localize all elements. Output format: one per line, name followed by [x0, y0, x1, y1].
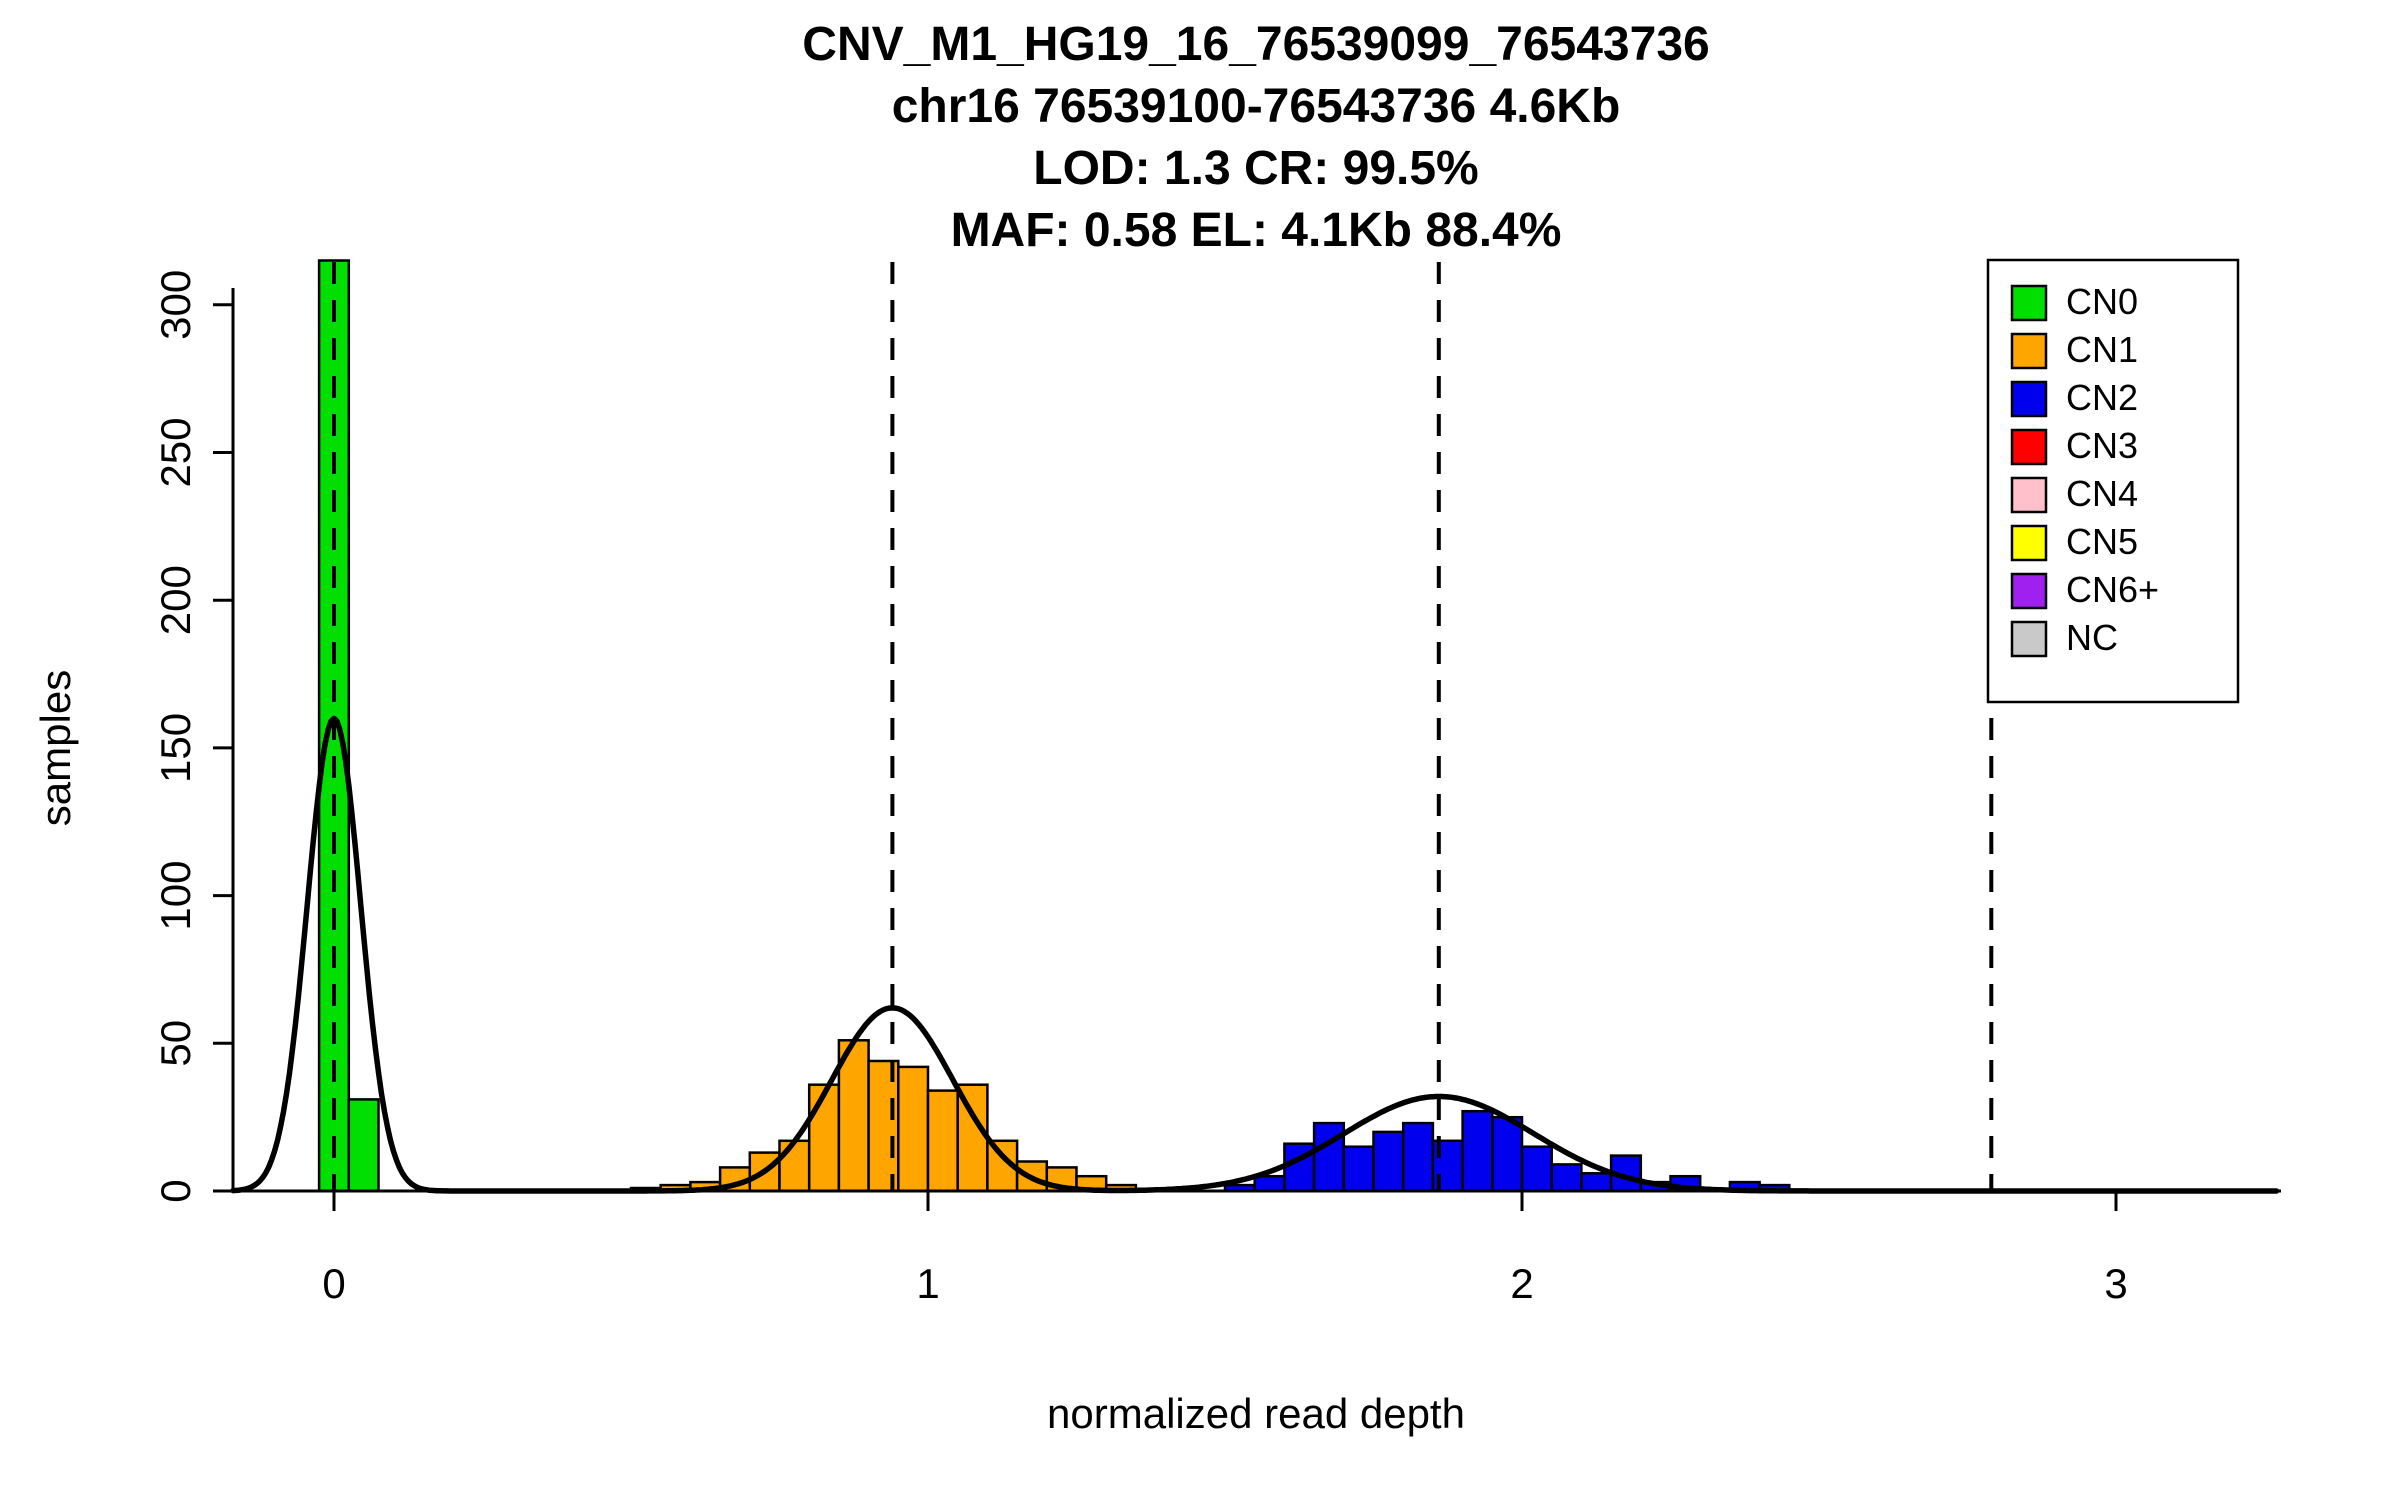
- legend-label: CN0: [2066, 281, 2138, 322]
- legend-label: CN4: [2066, 473, 2138, 514]
- hist-bar-cn1: [926, 1089, 959, 1193]
- chart-title-line-3: LOD: 1.3 CR: 99.5%: [1033, 142, 1479, 195]
- hist-bar-cn2: [1342, 1145, 1375, 1193]
- hist-bar-cn2: [1372, 1130, 1405, 1193]
- legend-label: NC: [2066, 617, 2118, 658]
- legend-swatch-cn1: [2010, 332, 2048, 370]
- legend-swatch-cn4: [2010, 476, 2048, 514]
- hist-bar-cn2: [1520, 1145, 1553, 1193]
- legend-label: CN5: [2066, 521, 2138, 562]
- legend-swatch-cn6plus: [2010, 572, 2048, 610]
- y-axis-title: samples: [32, 670, 79, 826]
- hist-bar-cn2: [1461, 1109, 1494, 1193]
- legend-label: CN1: [2066, 329, 2138, 370]
- y-tick-label: 100: [152, 861, 199, 931]
- hist-bar-cn1: [807, 1083, 841, 1193]
- hist-bar-cn2: [1580, 1172, 1613, 1193]
- y-tick-label: 150: [152, 713, 199, 783]
- legend-swatch-cn0: [2010, 284, 2048, 322]
- y-tick-label: 0: [152, 1179, 199, 1202]
- legend-swatch-cn2: [2010, 380, 2048, 418]
- y-tick-label: 50: [152, 1020, 199, 1067]
- y-tick-label: 250: [152, 417, 199, 487]
- legend-swatch-cn3: [2010, 428, 2048, 466]
- chart-title-line-1: CNV_M1_HG19_16_76539099_76543736: [802, 18, 1710, 71]
- chart-title-line-2: chr16 76539100-76543736 4.6Kb: [891, 80, 1621, 133]
- hist-bar-cn2: [1550, 1163, 1583, 1193]
- x-tick-label: 2: [1510, 1260, 1533, 1307]
- hist-bar-cn2: [1253, 1174, 1286, 1193]
- chart-title-block: CNV_M1_HG19_16_76539099_76543736 chr16 7…: [112, 14, 2400, 262]
- legend-label: CN6+: [2066, 569, 2159, 610]
- legend-swatch-nc: [2010, 620, 2048, 658]
- hist-bar-cn2: [1401, 1121, 1435, 1193]
- x-tick-label: 1: [916, 1260, 939, 1307]
- legend-label: CN2: [2066, 377, 2138, 418]
- legend-label: CN3: [2066, 425, 2138, 466]
- hist-bar-cn2: [1491, 1115, 1524, 1193]
- y-tick-label: 300: [152, 270, 199, 340]
- x-tick-label: 3: [2104, 1260, 2127, 1307]
- x-axis-title: normalized read depth: [1047, 1390, 1465, 1437]
- hist-bar-cn1: [778, 1139, 811, 1193]
- hist-bar-cn0: [347, 1098, 380, 1193]
- x-tick-label: 0: [322, 1260, 345, 1307]
- hist-bar-cn1: [897, 1065, 930, 1193]
- y-tick-label: 200: [152, 565, 199, 635]
- chart-title-line-4: MAF: 0.58 EL: 4.1Kb 88.4%: [950, 204, 1562, 257]
- density-curve: [230, 715, 2280, 1194]
- legend-swatch-cn5: [2010, 524, 2048, 562]
